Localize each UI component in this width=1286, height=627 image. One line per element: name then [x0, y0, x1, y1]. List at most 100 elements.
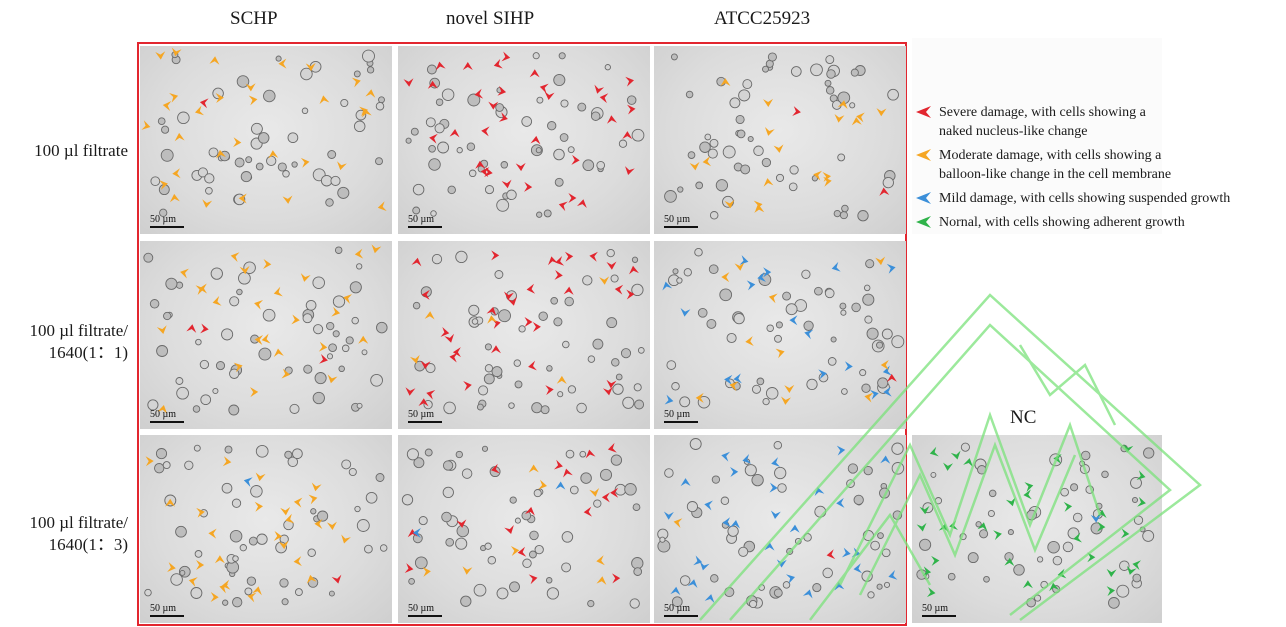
cell — [509, 581, 520, 593]
yellow-arrow-marker — [359, 106, 368, 117]
yellow-arrow-marker — [365, 89, 376, 98]
red-arrow-marker — [792, 106, 801, 116]
red-arrow-marker — [475, 160, 486, 169]
scale-bar: 50 µm — [922, 603, 956, 617]
cell — [540, 405, 550, 415]
cell — [699, 141, 711, 153]
cell — [631, 256, 639, 263]
yellow-arrow-marker — [209, 56, 220, 65]
cell — [418, 516, 428, 526]
red-arrow-marker — [488, 101, 499, 110]
yellow-arrow-marker — [282, 195, 293, 204]
cell — [632, 503, 641, 512]
cell — [711, 475, 721, 484]
cell — [788, 182, 798, 192]
yellow-arrow-marker — [233, 362, 243, 373]
blue-arrow-marker — [771, 457, 781, 467]
scale-bar-label: 50 µm — [408, 603, 435, 614]
legend-line: naked nucleus-like change — [939, 124, 1088, 139]
scale-bar-line — [150, 421, 184, 423]
cell — [877, 377, 889, 389]
cell — [620, 348, 632, 359]
red-arrow-marker — [532, 321, 541, 332]
blue-arrow-marker — [243, 477, 253, 487]
red-arrow-marker — [403, 78, 414, 87]
blue-arrow-marker — [412, 527, 421, 538]
yellow-arrow-marker — [198, 283, 207, 294]
cell — [184, 460, 194, 470]
yellow-arrow-marker — [331, 306, 341, 317]
blue-arrow-marker — [662, 281, 673, 291]
cell — [727, 525, 739, 537]
cell — [697, 307, 708, 318]
green-arrow-marker — [950, 450, 961, 460]
red-arrow-marker — [486, 306, 497, 316]
cell — [576, 402, 587, 414]
cell — [862, 293, 875, 306]
cell — [704, 133, 712, 141]
yellow-arrow-marker — [371, 244, 382, 254]
cell — [543, 209, 552, 218]
cell — [676, 277, 683, 284]
cell — [456, 147, 463, 154]
green-arrow-marker — [1097, 521, 1106, 532]
micrograph-drawing — [403, 51, 645, 218]
cell — [456, 524, 470, 538]
cell — [870, 540, 880, 551]
cell — [494, 270, 504, 279]
yellow-arrow-marker — [409, 354, 420, 364]
cell — [144, 588, 152, 597]
cell — [413, 457, 425, 469]
cell — [604, 64, 611, 71]
cell — [866, 327, 879, 340]
row-header-2-line-1: 100 µl filtrate/ — [29, 321, 128, 340]
cell — [670, 53, 678, 61]
yellow-arrow-marker — [230, 252, 240, 263]
red-arrow-marker — [440, 326, 450, 337]
cell — [687, 151, 696, 159]
cell — [244, 587, 253, 596]
red-arrow-marker — [528, 574, 538, 585]
cell — [790, 66, 802, 77]
cell — [412, 301, 421, 310]
red-arrow-marker — [463, 381, 472, 391]
cell — [863, 465, 873, 476]
blue-arrow-marker — [1090, 514, 1101, 523]
cell — [484, 185, 495, 195]
red-arrow-marker — [498, 112, 508, 122]
blue-arrow-marker — [722, 517, 731, 528]
cell — [330, 175, 341, 186]
yellow-arrow-marker — [195, 105, 205, 116]
scale-bar-line — [408, 226, 442, 228]
red-arrow-marker — [826, 549, 836, 560]
yellow-arrow-marker — [319, 95, 330, 105]
cell — [460, 595, 472, 607]
cell — [561, 531, 574, 543]
cell — [287, 456, 299, 468]
cell — [255, 162, 264, 171]
cell — [562, 340, 570, 349]
row-header-2-line-2: 1640(1：1) — [48, 343, 128, 362]
cell — [224, 445, 233, 454]
cell — [197, 167, 208, 178]
micrograph-drawing — [143, 244, 388, 416]
cell — [442, 460, 454, 471]
cell — [455, 450, 463, 459]
blue-arrow-marker — [836, 497, 845, 508]
blue-arrow-marker — [836, 445, 846, 456]
cell — [222, 599, 229, 606]
cell — [455, 250, 468, 264]
cell — [266, 155, 277, 167]
yellow-arrow-marker — [254, 300, 264, 310]
yellow-arrow-marker — [729, 381, 739, 392]
cell — [194, 550, 203, 558]
cell — [559, 133, 569, 142]
yellow-arrow-marker — [156, 325, 167, 334]
cell — [545, 577, 553, 584]
cell — [683, 268, 692, 277]
cell — [535, 147, 542, 154]
cell — [365, 491, 378, 504]
yellow-arrow-marker — [219, 583, 229, 594]
red-arrow-marker — [529, 69, 540, 78]
cell — [775, 173, 785, 182]
